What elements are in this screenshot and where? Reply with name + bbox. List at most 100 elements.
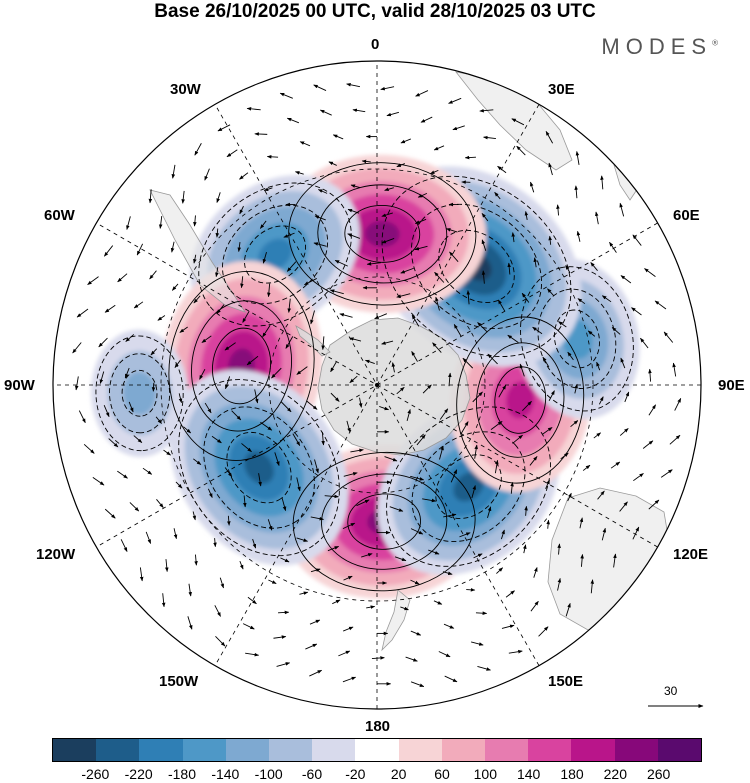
- wind-vector-arrow: [613, 553, 617, 568]
- wind-vector-arrow: [194, 143, 202, 156]
- wind-vector-arrow: [267, 283, 271, 298]
- wind-vector-arrow: [295, 171, 304, 175]
- australia-landmass: [547, 487, 671, 631]
- wind-vector-arrow: [151, 382, 156, 392]
- height-contour-line: [168, 271, 315, 461]
- wind-vector-arrow: [246, 355, 259, 366]
- wind-vector-arrow: [558, 321, 567, 328]
- wind-vector-arrow: [386, 111, 400, 117]
- wind-vector-arrow: [104, 304, 116, 313]
- wind-vector-arrow: [411, 314, 420, 327]
- wind-vector-arrow: [338, 650, 351, 657]
- wind-vector-arrow: [435, 296, 440, 311]
- wind-vector-arrow: [92, 476, 105, 486]
- wind-vector-arrow: [438, 651, 451, 658]
- wind-vector-arrow: [674, 397, 682, 411]
- wind-vector-arrow: [442, 571, 453, 575]
- wind-vector-arrow: [219, 577, 224, 589]
- wind-vector-arrow: [497, 299, 506, 312]
- wind-vector-arrow: [590, 262, 598, 272]
- wind-vector-arrow: [157, 315, 166, 321]
- wind-vector-arrow: [414, 245, 428, 251]
- wind-vector-arrow: [266, 154, 279, 159]
- wind-vector-arrow: [477, 322, 488, 333]
- wind-vector-arrow: [567, 351, 574, 361]
- wind-vector-arrow: [394, 556, 407, 562]
- wind-vector-arrow: [538, 626, 549, 637]
- wind-vector-arrow: [243, 495, 247, 508]
- wind-vector-arrow: [296, 366, 308, 375]
- colorbar-swatch: [657, 739, 702, 761]
- anomaly-contour-fill: [453, 471, 484, 502]
- wind-vector-arrow: [120, 539, 128, 552]
- wind-vector-arrow: [174, 359, 181, 368]
- colorbar-tick-label: 100: [473, 766, 498, 782]
- wind-vector-arrow: [474, 444, 478, 459]
- wind-vector-arrow: [548, 235, 552, 245]
- height-contour-line: [410, 203, 543, 329]
- height-contour-line: [347, 493, 421, 550]
- wind-vector-arrow: [574, 185, 578, 199]
- wind-vector-arrow: [620, 357, 626, 369]
- wind-vector-arrow: [428, 549, 440, 555]
- wind-vector-arrow: [477, 665, 491, 671]
- wind-vector-arrow: [78, 410, 86, 424]
- wind-vector-arrow: [171, 164, 176, 179]
- map-boundary: [52, 60, 702, 710]
- wind-vector-arrow: [241, 443, 252, 453]
- wind-vector-arrow: [347, 233, 361, 239]
- wind-vector-arrow: [507, 334, 519, 344]
- wind-vector-arrow: [405, 656, 418, 662]
- wind-vector-arrow: [139, 567, 144, 582]
- wind-vector-arrow: [117, 470, 128, 479]
- wind-vector-arrow: [267, 519, 273, 531]
- height-contour-line: [344, 204, 421, 263]
- wind-vector-arrow: [317, 189, 328, 194]
- colorbar: [52, 738, 702, 762]
- colorbar-tick-label: -100: [254, 766, 283, 782]
- wind-vector-arrow: [175, 481, 183, 489]
- lon-label-30e: 30E: [548, 81, 575, 98]
- wind-vector-arrow: [632, 526, 640, 540]
- wind-vector-arrow: [545, 479, 550, 489]
- wind-vector-arrow: [381, 237, 395, 244]
- wind-vector-arrow: [381, 340, 394, 345]
- height-contour-line: [494, 366, 547, 434]
- wind-vector-arrow: [343, 626, 354, 632]
- wind-vector-arrow: [433, 600, 443, 605]
- wind-vector-arrow: [148, 189, 153, 204]
- wind-vector-arrow: [577, 298, 586, 305]
- wind-vector-arrow: [321, 336, 325, 350]
- wind-vector-arrow: [521, 292, 530, 303]
- lon-label-90e: 90E: [718, 377, 745, 394]
- wind-vector-arrow: [632, 234, 642, 246]
- brand-logo: MODES®: [601, 34, 718, 60]
- wind-vector-arrow: [497, 165, 507, 174]
- wind-vector-arrow: [459, 532, 471, 538]
- lon-label-0: 0: [371, 36, 380, 53]
- wind-vector-arrow: [271, 367, 282, 379]
- wind-vector-arrow: [400, 138, 411, 144]
- colorbar-swatch: [139, 739, 183, 761]
- wind-vector-arrow: [259, 220, 267, 229]
- wind-vector-arrow: [470, 641, 484, 646]
- colorbar-swatch: [182, 739, 226, 761]
- wind-vector-arrow: [231, 410, 242, 421]
- wind-vector-arrow: [361, 159, 371, 164]
- wind-vector-arrow: [173, 528, 178, 540]
- wind-vector-arrow: [262, 325, 271, 338]
- wind-vector-arrow: [278, 610, 290, 615]
- wind-vector-arrow: [619, 501, 628, 512]
- wind-vector-arrow: [99, 371, 105, 384]
- wind-vector-arrow: [287, 298, 291, 313]
- wind-vector-arrow: [262, 252, 267, 264]
- lon-label-150w: 150W: [159, 673, 199, 690]
- wind-vector-arrow: [215, 636, 226, 647]
- wind-vector-arrow: [576, 230, 581, 242]
- wind-vector-arrow: [619, 202, 625, 217]
- colorbar-tick-label: 140: [516, 766, 541, 782]
- wind-vector-arrow: [496, 567, 504, 574]
- wind-vector-arrow: [500, 529, 505, 540]
- wind-vector-arrow: [396, 293, 411, 298]
- wind-vector-arrow: [472, 391, 483, 403]
